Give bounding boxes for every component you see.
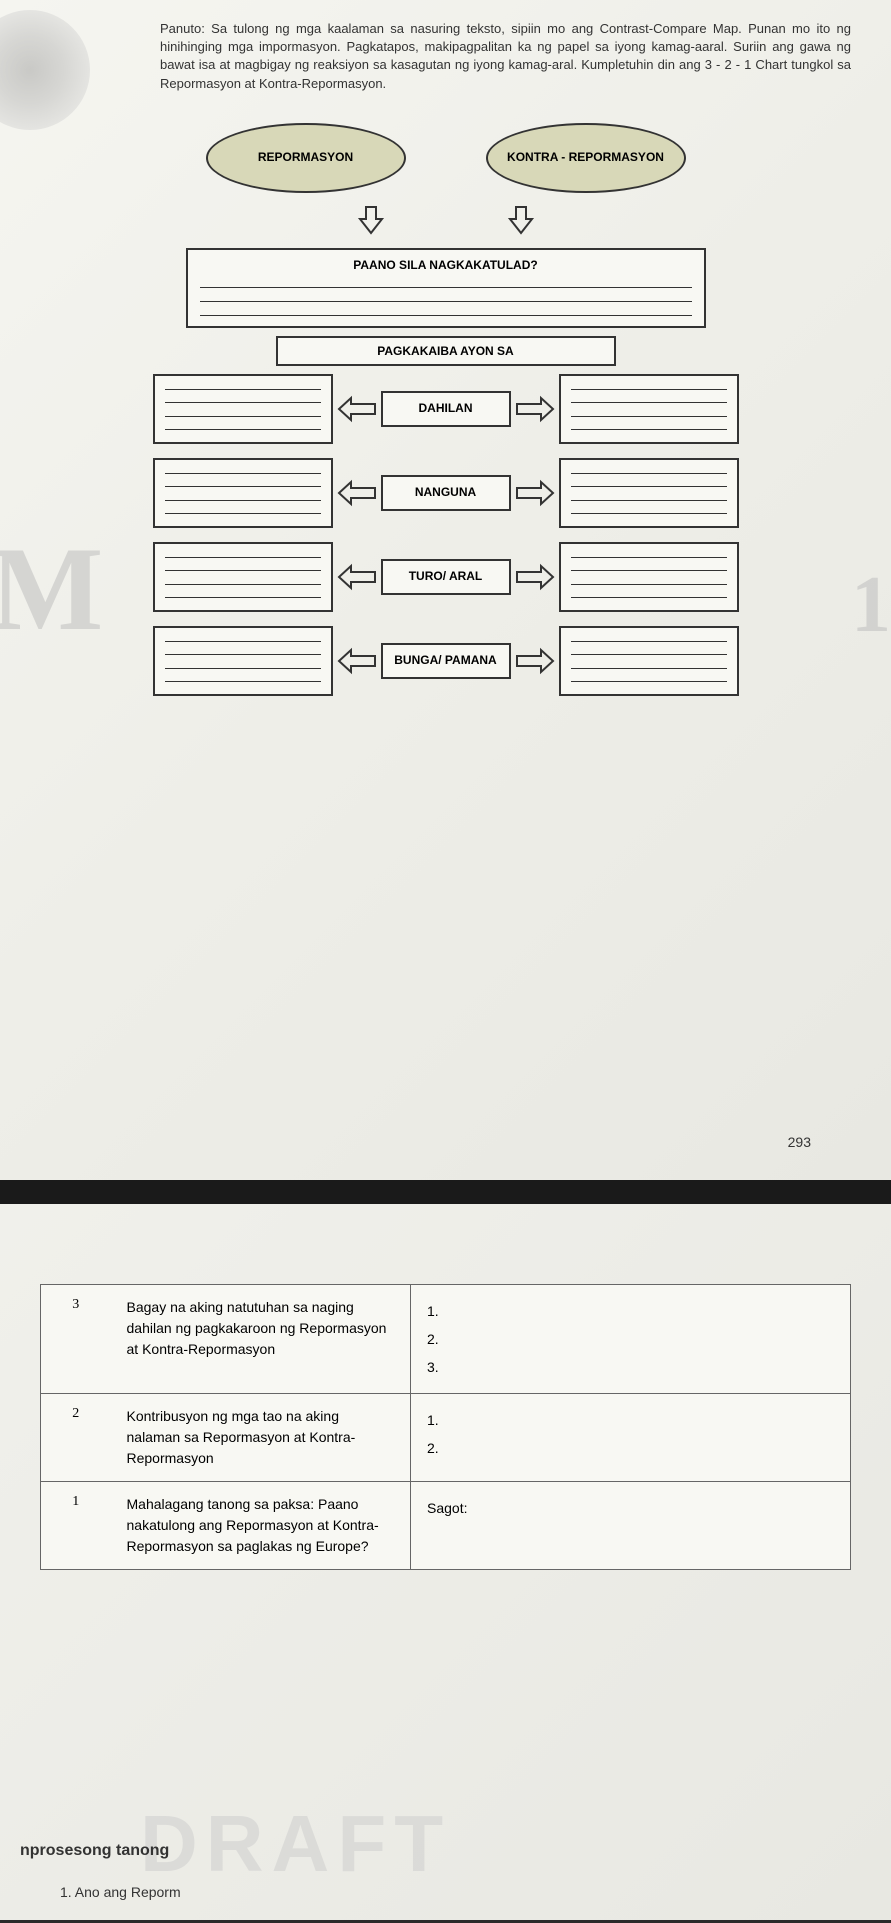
- watermark-m: M: [0, 520, 103, 658]
- answer-line[interactable]: 1.: [427, 1297, 834, 1325]
- category-nanguna: NANGUNA: [381, 475, 511, 511]
- left-answer-box[interactable]: [153, 458, 333, 528]
- table-row: 1 Mahalagang tanong sa paksa: Paano naka…: [41, 1482, 851, 1570]
- answer-line[interactable]: 3.: [427, 1353, 834, 1381]
- compare-row-nanguna: NANGUNA: [40, 458, 851, 528]
- answers-3[interactable]: 1. 2. 3.: [411, 1285, 851, 1394]
- number-1: 1: [41, 1482, 111, 1570]
- right-answer-box[interactable]: [559, 542, 739, 612]
- arrow-left-icon: [337, 562, 377, 592]
- number-3: 3: [41, 1285, 111, 1394]
- compare-row-turo: TURO/ ARAL: [40, 542, 851, 612]
- chart-321-table: 3 Bagay na aking natutuhan sa naging dah…: [40, 1284, 851, 1570]
- arrows-down-row: [356, 205, 536, 240]
- left-answer-box[interactable]: [153, 626, 333, 696]
- answer-line[interactable]: 2.: [427, 1325, 834, 1353]
- page-gap: [0, 1180, 891, 1200]
- arrow-left-icon: [337, 646, 377, 676]
- similarities-box[interactable]: PAANO SILA NAGKAKATULAD?: [186, 248, 706, 328]
- arrow-right-icon: [515, 394, 555, 424]
- watermark-right: 1: [851, 560, 891, 651]
- desc-1: Mahalagang tanong sa paksa: Paano nakatu…: [111, 1482, 411, 1570]
- arrow-left-icon: [337, 394, 377, 424]
- arrow-down-icon: [506, 205, 536, 240]
- left-answer-box[interactable]: [153, 374, 333, 444]
- category-dahilan: DAHILAN: [381, 391, 511, 427]
- right-answer-box[interactable]: [559, 626, 739, 696]
- ellipse-kontra: KONTRA - REPORMASYON: [486, 123, 686, 193]
- arrow-right-icon: [515, 646, 555, 676]
- right-answer-box[interactable]: [559, 458, 739, 528]
- page-number: 293: [788, 1134, 811, 1150]
- ellipse-repormasyon: REPORMASYON: [206, 123, 406, 193]
- arrow-right-icon: [515, 562, 555, 592]
- arrow-down-icon: [356, 205, 386, 240]
- write-line[interactable]: [200, 304, 692, 316]
- answer-line[interactable]: 1.: [427, 1406, 834, 1434]
- category-turo: TURO/ ARAL: [381, 559, 511, 595]
- arrow-left-icon: [337, 478, 377, 508]
- worksheet-page-2: DRAFT 3 Bagay na aking natutuhan sa nagi…: [0, 1200, 891, 1920]
- processing-question-heading: nprosesong tanong: [20, 1842, 169, 1860]
- similarities-title: PAANO SILA NAGKAKATULAD?: [200, 258, 692, 272]
- question-1: 1. Ano ang Reporm: [60, 1884, 181, 1900]
- compare-row-dahilan: DAHILAN: [40, 374, 851, 444]
- category-bunga: BUNGA/ PAMANA: [381, 643, 511, 679]
- instructions-text: Panuto: Sa tulong ng mga kaalaman sa nas…: [160, 20, 851, 93]
- compare-row-bunga: BUNGA/ PAMANA: [40, 626, 851, 696]
- answer-line[interactable]: Sagot:: [427, 1494, 834, 1522]
- answers-1[interactable]: Sagot:: [411, 1482, 851, 1570]
- ellipse-row: REPORMASYON KONTRA - REPORMASYON: [206, 123, 686, 193]
- answer-line[interactable]: 2.: [427, 1434, 834, 1462]
- worksheet-page-1: M 1 Panuto: Sa tulong ng mga kaalaman sa…: [0, 0, 891, 1180]
- desc-3: Bagay na aking natutuhan sa naging dahil…: [111, 1285, 411, 1394]
- answers-2[interactable]: 1. 2.: [411, 1394, 851, 1482]
- left-answer-box[interactable]: [153, 542, 333, 612]
- write-line[interactable]: [200, 276, 692, 288]
- compare-contrast-diagram: REPORMASYON KONTRA - REPORMASYON PAANO S…: [40, 123, 851, 702]
- arrow-right-icon: [515, 478, 555, 508]
- desc-2: Kontribusyon ng mga tao na aking nalaman…: [111, 1394, 411, 1482]
- right-answer-box[interactable]: [559, 374, 739, 444]
- shadow-circle: [0, 10, 90, 130]
- watermark-draft: DRAFT: [140, 1798, 451, 1890]
- write-line[interactable]: [200, 290, 692, 302]
- table-row: 2 Kontribusyon ng mga tao na aking nalam…: [41, 1394, 851, 1482]
- differences-header: PAGKAKAIBA AYON SA: [276, 336, 616, 366]
- number-2: 2: [41, 1394, 111, 1482]
- table-row: 3 Bagay na aking natutuhan sa naging dah…: [41, 1285, 851, 1394]
